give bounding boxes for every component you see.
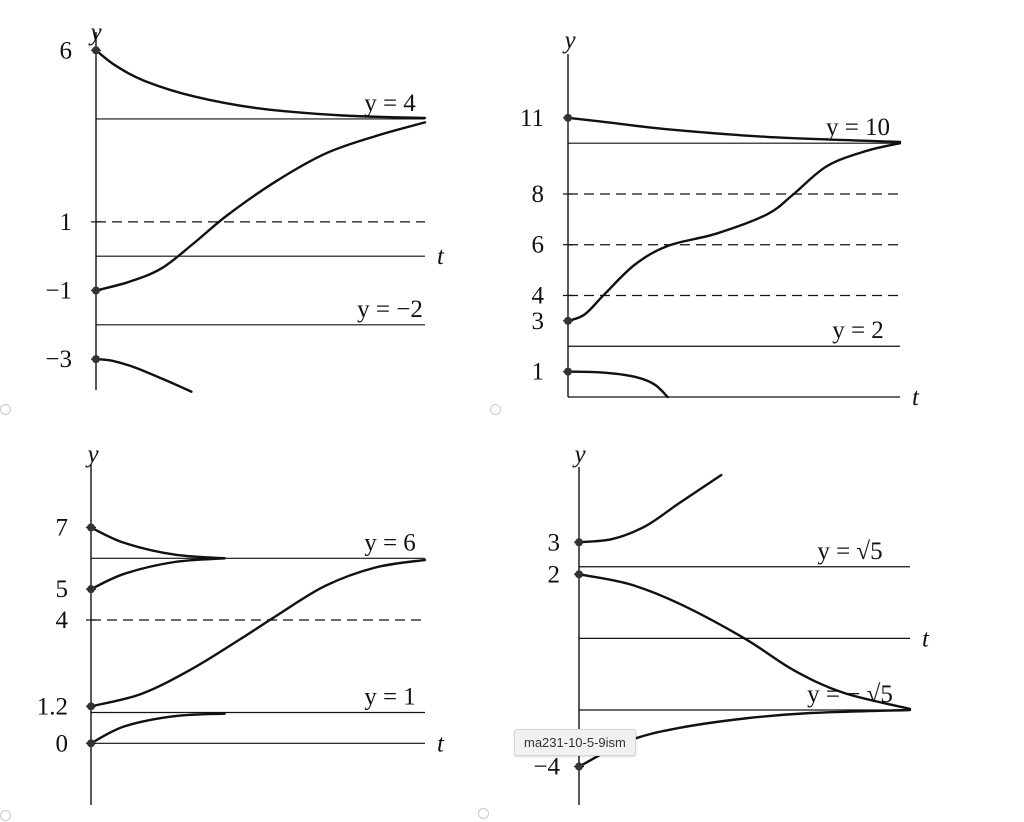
- y-tick-label: 1: [532, 359, 545, 386]
- equilibrium-label: y = 10: [826, 114, 890, 141]
- y-tick-label: −3: [45, 346, 72, 373]
- initial-point: [564, 367, 572, 376]
- initial-point: [564, 316, 572, 325]
- t-axis-label: t: [437, 243, 445, 270]
- equilibrium-label: y = −2: [357, 296, 423, 323]
- initial-point: [87, 523, 95, 532]
- initial-point: [87, 702, 95, 711]
- y-tick-label: 7: [56, 515, 69, 542]
- initial-point: [575, 762, 583, 771]
- y-axis-label: y: [87, 19, 102, 46]
- initial-point: [92, 46, 100, 55]
- equilibrium-label: y = 1: [364, 684, 416, 711]
- equilibrium-label: y = √5: [817, 538, 882, 565]
- equilibrium-label: y = 6: [364, 529, 416, 556]
- initial-point: [92, 286, 100, 295]
- y-tick-label: 8: [532, 181, 545, 208]
- solution-curve: [89, 526, 226, 560]
- y-tick-label: 4: [56, 607, 69, 634]
- y-tick-label: 1.2: [37, 693, 68, 720]
- y-axis-label: y: [84, 441, 99, 468]
- radio-option-3[interactable]: [0, 810, 11, 821]
- solution-curve: [566, 142, 902, 323]
- initial-point: [87, 739, 95, 748]
- y-tick-label: 1: [60, 209, 73, 236]
- radio-option-1[interactable]: [0, 404, 11, 415]
- solution-curve: [89, 557, 226, 591]
- equilibrium-label: y = 4: [364, 90, 416, 117]
- solution-curve: [566, 116, 902, 144]
- solution-curve: [94, 121, 427, 292]
- y-tick-label: 3: [548, 529, 561, 556]
- y-tick-label: 2: [548, 561, 561, 588]
- y-tick-label: 0: [56, 730, 69, 757]
- t-axis-label: t: [912, 384, 920, 411]
- y-tick-label: 6: [60, 37, 73, 64]
- y-tick-label: −4: [533, 754, 560, 781]
- y-tick-label: 4: [532, 282, 545, 309]
- t-axis-label: t: [922, 625, 930, 652]
- radio-option-2[interactable]: [490, 404, 501, 415]
- panel-bottom-right: yty = √5y = − √532−4: [533, 441, 930, 805]
- solution-curve: [94, 357, 193, 393]
- t-axis-label: t: [437, 730, 445, 757]
- panel-bottom-left: y t y = 6 y = 1 7 5 4 1.2 0: [37, 441, 445, 805]
- solution-curve: [566, 370, 669, 399]
- y-tick-label: 11: [520, 105, 544, 132]
- initial-point: [575, 538, 583, 547]
- initial-point: [575, 570, 583, 579]
- panel-top-right: y t y = 10 y = 2 11 8 6 43 1: [520, 27, 920, 411]
- initial-point: [87, 585, 95, 594]
- solution-curve: [577, 473, 723, 544]
- initial-point: [92, 355, 100, 364]
- solution-curve: [94, 49, 427, 120]
- solution-curve: [89, 558, 427, 708]
- y-tick-label: 5: [56, 576, 69, 603]
- radio-option-4[interactable]: [478, 808, 489, 819]
- y-tick-label: −1: [45, 277, 72, 304]
- panel-top-left: y t y = 4 y = −2 6 1 −1 −3: [45, 19, 445, 393]
- equilibrium-label: y = 2: [832, 317, 884, 344]
- y-axis-label: y: [561, 27, 576, 54]
- y-tick-label: 6: [532, 232, 545, 259]
- solution-curve: [577, 573, 912, 711]
- filename-tooltip: ma231-10-5-9ism: [514, 729, 636, 756]
- solution-curve: [89, 712, 226, 745]
- y-tick-label: 3: [532, 308, 545, 335]
- y-axis-label: y: [571, 441, 586, 468]
- initial-point: [564, 113, 572, 122]
